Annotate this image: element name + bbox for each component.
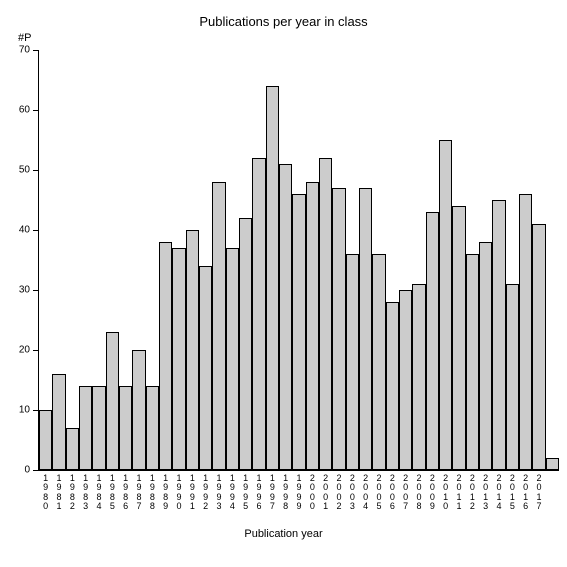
bar: [106, 332, 119, 470]
bar: [372, 254, 385, 470]
x-tick-label: 1 9 8 8: [146, 474, 159, 512]
x-tick-label: 1 9 9 4: [226, 474, 239, 512]
x-tick-label: 2 0 1 4: [492, 474, 505, 512]
y-tick-label: 30: [19, 285, 30, 296]
y-tick-label: 70: [19, 45, 30, 56]
bar: [199, 266, 212, 470]
y-tick: [33, 50, 39, 51]
bar: [79, 386, 92, 470]
x-tick-label: 2 0 0 4: [359, 474, 372, 512]
y-tick: [33, 470, 39, 471]
x-tick-label: 1 9 8 6: [119, 474, 132, 512]
x-tick-label: 1 9 9 5: [239, 474, 252, 512]
bar: [492, 200, 505, 470]
bar: [279, 164, 292, 470]
bar: [226, 248, 239, 470]
y-tick-label: 10: [19, 405, 30, 416]
y-tick-label: 50: [19, 165, 30, 176]
bar: [39, 410, 52, 470]
x-tick-label: 1 9 9 0: [172, 474, 185, 512]
bar: [479, 242, 492, 470]
bar: [532, 224, 545, 470]
x-tick-label: 1 9 9 9: [292, 474, 305, 512]
x-tick-label: 2 0 0 5: [372, 474, 385, 512]
x-tick-label: 1 9 8 7: [132, 474, 145, 512]
bar: [452, 206, 465, 470]
x-axis-title: Publication year: [0, 528, 567, 540]
x-tick-label: 2 0 0 6: [386, 474, 399, 512]
x-tick-label: 2 0 1 1: [452, 474, 465, 512]
x-tick-label: 1 9 8 3: [79, 474, 92, 512]
x-tick-label: 2 0 0 3: [346, 474, 359, 512]
bar: [386, 302, 399, 470]
x-tick-label: 1 9 8 4: [92, 474, 105, 512]
x-tick-label: 1 9 9 7: [266, 474, 279, 512]
y-tick: [33, 230, 39, 231]
bar: [319, 158, 332, 470]
bar: [399, 290, 412, 470]
y-tick: [33, 350, 39, 351]
y-axis-name: #P: [18, 32, 31, 44]
bar: [172, 248, 185, 470]
y-tick: [33, 290, 39, 291]
bar: [92, 386, 105, 470]
x-tick-label: 1 9 9 8: [279, 474, 292, 512]
bar: [332, 188, 345, 470]
x-tick-label: 2 0 0 1: [319, 474, 332, 512]
plot-area: 0102030405060701 9 8 01 9 8 11 9 8 21 9 …: [38, 50, 559, 471]
x-tick-label: 2 0 1 6: [519, 474, 532, 512]
bar: [132, 350, 145, 470]
chart-container: Publications per year in class #P 010203…: [0, 0, 567, 567]
x-tick-label: 1 9 8 0: [39, 474, 52, 512]
x-tick-label: 2 0 0 8: [412, 474, 425, 512]
y-tick-label: 0: [24, 465, 30, 476]
x-tick-label: 1 9 8 5: [106, 474, 119, 512]
y-tick-label: 60: [19, 105, 30, 116]
chart-title: Publications per year in class: [0, 14, 567, 29]
x-tick-label: 2 0 0 7: [399, 474, 412, 512]
x-tick-label: 1 9 8 1: [52, 474, 65, 512]
y-tick: [33, 170, 39, 171]
y-tick-label: 40: [19, 225, 30, 236]
bar: [306, 182, 319, 470]
x-tick-label: 2 0 1 2: [466, 474, 479, 512]
y-tick: [33, 110, 39, 111]
bar: [426, 212, 439, 470]
bar: [412, 284, 425, 470]
bar: [66, 428, 79, 470]
bar: [466, 254, 479, 470]
x-tick-label: 2 0 1 0: [439, 474, 452, 512]
bar: [506, 284, 519, 470]
bar: [346, 254, 359, 470]
bar: [52, 374, 65, 470]
bar: [292, 194, 305, 470]
x-tick-label: 1 9 8 2: [66, 474, 79, 512]
x-tick-label: 2 0 1 3: [479, 474, 492, 512]
x-tick-label: 1 9 9 2: [199, 474, 212, 512]
x-tick-label: 1 9 9 3: [212, 474, 225, 512]
bar: [212, 182, 225, 470]
bar: [359, 188, 372, 470]
bar: [252, 158, 265, 470]
x-tick-label: 2 0 0 0: [306, 474, 319, 512]
bar: [439, 140, 452, 470]
bar: [146, 386, 159, 470]
bar: [519, 194, 532, 470]
bar: [119, 386, 132, 470]
bar: [239, 218, 252, 470]
x-tick-label: 2 0 1 7: [532, 474, 545, 512]
bar: [266, 86, 279, 470]
x-tick-label: 2 0 0 2: [332, 474, 345, 512]
x-tick-label: 1 9 8 9: [159, 474, 172, 512]
bar: [186, 230, 199, 470]
bar: [159, 242, 172, 470]
y-tick-label: 20: [19, 345, 30, 356]
x-tick-label: 2 0 1 5: [506, 474, 519, 512]
x-tick-label: 1 9 9 6: [252, 474, 265, 512]
x-tick-label: 2 0 0 9: [426, 474, 439, 512]
x-tick-label: 1 9 9 1: [186, 474, 199, 512]
bar: [546, 458, 559, 470]
